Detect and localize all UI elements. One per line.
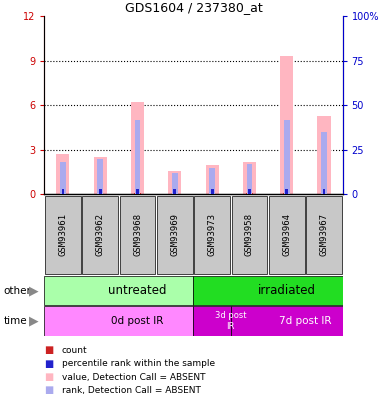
- Bar: [209, 193, 215, 194]
- Text: GSM93961: GSM93961: [59, 213, 67, 256]
- Bar: [246, 193, 253, 194]
- Text: rank, Detection Call = ABSENT: rank, Detection Call = ABSENT: [62, 386, 201, 395]
- Bar: [194, 307, 231, 335]
- Bar: [269, 196, 305, 274]
- Text: ■: ■: [44, 359, 54, 369]
- Bar: [306, 196, 342, 274]
- Text: time: time: [4, 316, 27, 326]
- Bar: [135, 119, 140, 194]
- Text: GSM93968: GSM93968: [133, 213, 142, 256]
- Bar: [131, 102, 144, 194]
- Bar: [62, 189, 64, 194]
- Bar: [44, 276, 194, 305]
- Bar: [321, 193, 327, 194]
- Text: ■: ■: [44, 386, 54, 395]
- Text: GSM93958: GSM93958: [245, 213, 254, 256]
- Bar: [56, 154, 69, 194]
- Title: GDS1604 / 237380_at: GDS1604 / 237380_at: [125, 1, 262, 14]
- Text: irradiated: irradiated: [258, 284, 316, 297]
- Text: GSM93967: GSM93967: [320, 213, 328, 256]
- Bar: [231, 196, 267, 274]
- Text: count: count: [62, 346, 87, 355]
- Text: ■: ■: [44, 372, 54, 382]
- Text: other: other: [4, 286, 32, 296]
- Text: 7d post IR: 7d post IR: [279, 316, 331, 326]
- Bar: [280, 56, 293, 194]
- Text: 3d post
IR: 3d post IR: [215, 311, 246, 330]
- Text: ▶: ▶: [29, 284, 38, 297]
- Bar: [120, 196, 156, 274]
- Bar: [211, 189, 214, 194]
- Bar: [243, 162, 256, 194]
- Bar: [247, 164, 252, 194]
- Bar: [45, 196, 81, 274]
- Text: ■: ■: [44, 345, 54, 355]
- Bar: [209, 168, 215, 194]
- Text: ▶: ▶: [29, 314, 38, 328]
- Bar: [97, 193, 104, 194]
- Bar: [94, 157, 107, 194]
- Text: untreated: untreated: [108, 284, 167, 297]
- Bar: [157, 196, 193, 274]
- Text: value, Detection Call = ABSENT: value, Detection Call = ABSENT: [62, 373, 205, 382]
- Text: 0d post IR: 0d post IR: [111, 316, 164, 326]
- Bar: [194, 276, 343, 305]
- Bar: [318, 116, 331, 194]
- Bar: [284, 119, 290, 194]
- Bar: [97, 159, 103, 194]
- Bar: [194, 196, 230, 274]
- Text: percentile rank within the sample: percentile rank within the sample: [62, 359, 215, 368]
- Bar: [82, 196, 118, 274]
- Bar: [248, 189, 251, 194]
- Text: GSM93964: GSM93964: [282, 213, 291, 256]
- Bar: [323, 189, 325, 194]
- Bar: [321, 132, 327, 194]
- Bar: [285, 189, 288, 194]
- Bar: [173, 189, 176, 194]
- Bar: [206, 165, 219, 194]
- Bar: [283, 193, 290, 194]
- Bar: [134, 193, 141, 194]
- Bar: [60, 193, 66, 194]
- Bar: [44, 307, 194, 335]
- Bar: [168, 171, 181, 194]
- Bar: [99, 189, 102, 194]
- Bar: [231, 307, 343, 335]
- Bar: [172, 193, 178, 194]
- Bar: [136, 189, 139, 194]
- Text: GSM93969: GSM93969: [170, 213, 179, 256]
- Text: GSM93962: GSM93962: [96, 213, 105, 256]
- Text: GSM93973: GSM93973: [208, 213, 217, 256]
- Bar: [60, 162, 66, 194]
- Bar: [172, 173, 177, 194]
